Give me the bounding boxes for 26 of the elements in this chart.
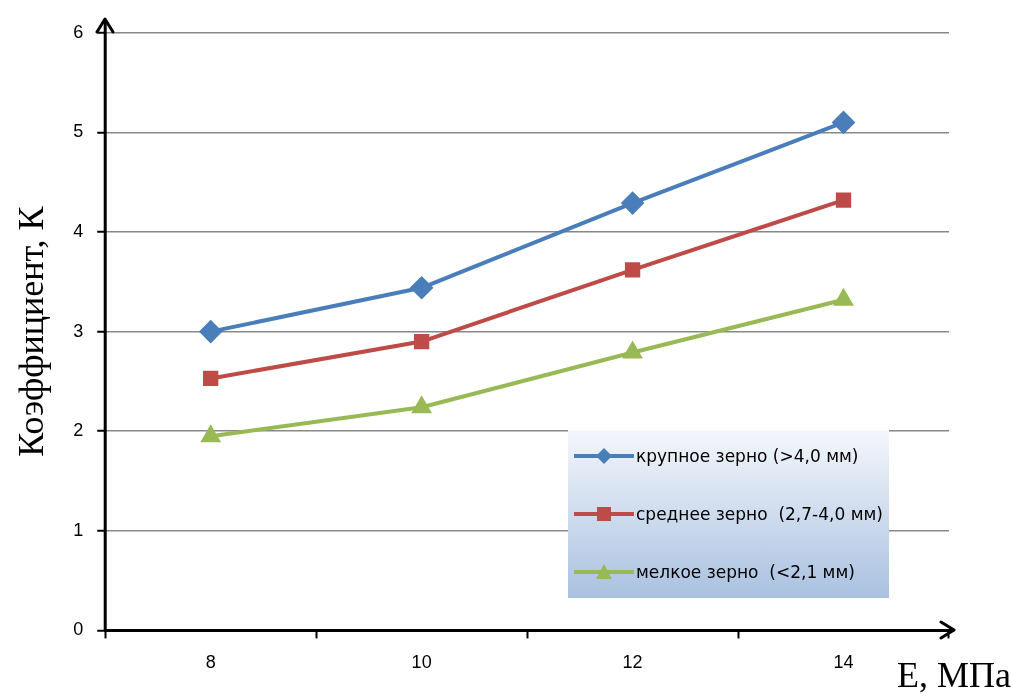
y-tick-label: 5 — [73, 121, 84, 142]
y-tick-label: 6 — [73, 21, 84, 42]
point — [624, 262, 641, 278]
point — [410, 276, 433, 299]
point — [412, 397, 431, 414]
y-tick-label: 3 — [73, 320, 84, 341]
point — [832, 111, 855, 134]
point — [203, 370, 219, 387]
y-tick-label: 1 — [73, 519, 84, 540]
x-tick-label: 12 — [622, 652, 643, 673]
y-axis-title: Коэффициент, К — [11, 205, 52, 457]
legend-label: крупное зерно (>4,0 мм) — [636, 446, 859, 466]
x-tick-label: 8 — [205, 652, 216, 673]
point — [621, 192, 644, 215]
x-tick-label: 10 — [411, 652, 432, 673]
y-tick-label: 4 — [73, 220, 84, 241]
y-tick-label: 2 — [73, 420, 84, 441]
y-tick-label: 0 — [73, 619, 84, 640]
legend-label: мелкое зерно (<2,1 мм) — [636, 562, 855, 582]
point — [199, 320, 222, 343]
legend-label: среднее зерно (2,7-4,0 мм) — [636, 504, 883, 524]
point — [835, 192, 852, 208]
point — [413, 333, 430, 350]
point — [201, 426, 220, 443]
x-tick-label: 14 — [833, 652, 854, 673]
x-axis-title: E, МПа — [897, 655, 1011, 696]
